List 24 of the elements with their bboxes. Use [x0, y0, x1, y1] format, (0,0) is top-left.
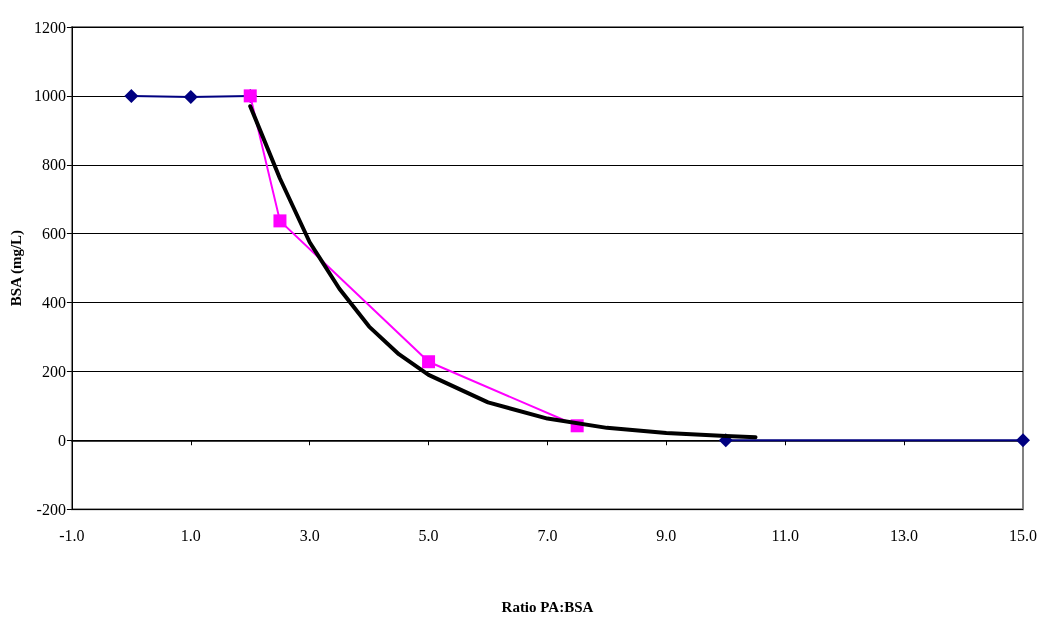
y-tick-label: 600: [41, 225, 66, 243]
x-axis-title: Ratio PA:BSA: [501, 599, 594, 615]
x-tick-label: 1.0: [180, 526, 201, 544]
x-tick-label: 13.0: [890, 526, 919, 544]
x-tick-label: 15.0: [1009, 526, 1037, 544]
point: [183, 89, 198, 104]
y-tick-label: 1200: [33, 18, 66, 36]
x-tick-label: -1.0: [59, 526, 85, 544]
point: [273, 214, 287, 228]
y-tick-label: 0: [57, 431, 66, 449]
y-tick-label: 400: [41, 294, 66, 311]
x-tick-label: 9.0: [656, 526, 677, 544]
y-tick-label: -200: [36, 500, 66, 518]
x-tick-label: 11.0: [771, 526, 799, 544]
x-tick-label: 7.0: [537, 526, 558, 544]
y-tick-label: 200: [41, 362, 66, 380]
point: [124, 88, 139, 103]
y-axis-title: BSA (mg/L): [7, 229, 25, 307]
y-tick-label: 800: [41, 156, 66, 174]
x-tick-label: 3.0: [299, 526, 320, 544]
point: [422, 355, 436, 369]
point: [1016, 433, 1030, 448]
x-tick-label: 5.0: [418, 526, 439, 544]
y-tick-label: 1000: [33, 87, 66, 105]
